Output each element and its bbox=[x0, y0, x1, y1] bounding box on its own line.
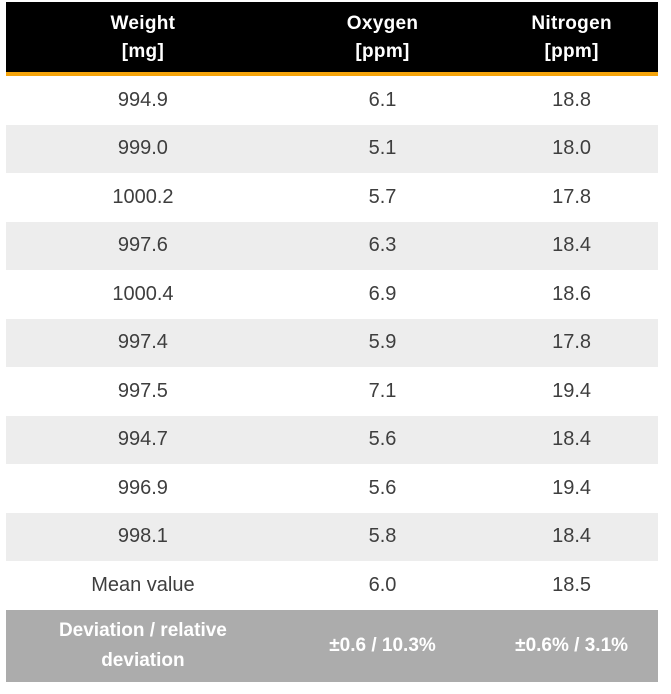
oxygen-cell: 6.1 bbox=[279, 74, 486, 125]
oxygen-cell: 5.9 bbox=[279, 318, 486, 367]
table-row: 997.4 5.9 17.8 bbox=[6, 318, 658, 367]
oxygen-deviation-cell: ±0.6 / 10.3% bbox=[279, 609, 486, 682]
weight-cell: 999.0 bbox=[6, 124, 280, 173]
table-row: 997.5 7.1 19.4 bbox=[6, 367, 658, 416]
nitrogen-mean-cell: 18.5 bbox=[485, 561, 658, 610]
nitrogen-cell: 18.8 bbox=[485, 74, 658, 125]
nitrogen-cell: 19.4 bbox=[485, 464, 658, 513]
footer-row: Deviation / relative deviation ±0.6 / 10… bbox=[6, 609, 658, 682]
nitrogen-deviation-cell: ±0.6% / 3.1% bbox=[485, 609, 658, 682]
weight-cell: 1000.2 bbox=[6, 173, 280, 222]
table-row: 998.1 5.8 18.4 bbox=[6, 512, 658, 561]
oxygen-cell: 5.1 bbox=[279, 124, 486, 173]
nitrogen-cell: 18.6 bbox=[485, 270, 658, 319]
column-label: Nitrogen bbox=[531, 13, 612, 34]
weight-cell: 997.6 bbox=[6, 221, 280, 270]
weight-cell: 994.9 bbox=[6, 74, 280, 125]
weight-cell: 994.7 bbox=[6, 415, 280, 464]
nitrogen-cell: 19.4 bbox=[485, 367, 658, 416]
nitrogen-cell: 17.8 bbox=[485, 318, 658, 367]
oxygen-cell: 5.7 bbox=[279, 173, 486, 222]
oxygen-cell: 6.3 bbox=[279, 221, 486, 270]
column-header-oxygen: Oxygen [ppm] bbox=[279, 2, 486, 76]
table-row: 1000.4 6.9 18.6 bbox=[6, 270, 658, 319]
nitrogen-cell: 18.0 bbox=[485, 124, 658, 173]
oxygen-mean-cell: 6.0 bbox=[279, 561, 486, 610]
nitrogen-cell: 18.4 bbox=[485, 221, 658, 270]
oxygen-cell: 5.6 bbox=[279, 464, 486, 513]
weight-cell: 997.4 bbox=[6, 318, 280, 367]
mean-label-cell: Mean value bbox=[6, 561, 280, 610]
column-unit: [ppm] bbox=[544, 41, 599, 62]
table-row: 994.9 6.1 18.8 bbox=[6, 74, 658, 125]
oxygen-cell: 7.1 bbox=[279, 367, 486, 416]
table-row: 997.6 6.3 18.4 bbox=[6, 221, 658, 270]
column-header-weight: Weight [mg] bbox=[6, 2, 280, 76]
nitrogen-cell: 17.8 bbox=[485, 173, 658, 222]
oxygen-cell: 6.9 bbox=[279, 270, 486, 319]
weight-cell: 1000.4 bbox=[6, 270, 280, 319]
deviation-label-cell: Deviation / relative deviation bbox=[6, 609, 280, 682]
weight-cell: 997.5 bbox=[6, 367, 280, 416]
weight-cell: 996.9 bbox=[6, 464, 280, 513]
table-row: 1000.2 5.7 17.8 bbox=[6, 173, 658, 222]
header-row: Weight [mg] Oxygen [ppm] Nitrogen [ppm] bbox=[6, 2, 658, 76]
nitrogen-cell: 18.4 bbox=[485, 415, 658, 464]
oxygen-cell: 5.6 bbox=[279, 415, 486, 464]
table-row: 999.0 5.1 18.0 bbox=[6, 124, 658, 173]
weight-cell: 998.1 bbox=[6, 512, 280, 561]
table-row: 996.9 5.6 19.4 bbox=[6, 464, 658, 513]
column-unit: [ppm] bbox=[355, 41, 410, 62]
nitrogen-cell: 18.4 bbox=[485, 512, 658, 561]
table-row: 994.7 5.6 18.4 bbox=[6, 415, 658, 464]
column-label: Weight bbox=[110, 13, 176, 34]
column-header-nitrogen: Nitrogen [ppm] bbox=[485, 2, 658, 76]
measurement-table: Weight [mg] Oxygen [ppm] Nitrogen [ppm] … bbox=[6, 2, 658, 682]
mean-value-row: Mean value 6.0 18.5 bbox=[6, 561, 658, 610]
column-label: Oxygen bbox=[346, 13, 419, 34]
oxygen-cell: 5.8 bbox=[279, 512, 486, 561]
column-unit: [mg] bbox=[121, 41, 165, 62]
